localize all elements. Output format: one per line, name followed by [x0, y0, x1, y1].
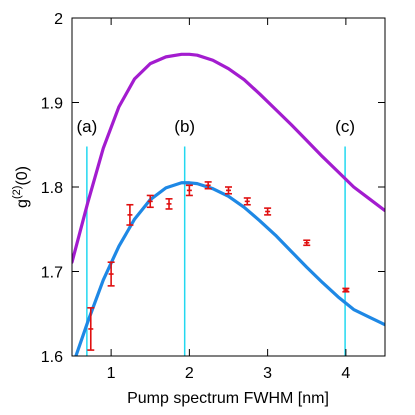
data-point: [342, 287, 350, 293]
data-point: [225, 186, 232, 195]
marker-labels: (a) (b) (c): [76, 117, 355, 136]
data-point: [204, 181, 212, 190]
data-point: [243, 197, 251, 206]
data-point: [185, 184, 193, 197]
data-point: [87, 307, 95, 351]
y-tick-label: 1.9: [41, 96, 63, 113]
series-layer: [72, 52, 385, 356]
vertical-markers: [86, 146, 346, 356]
axis-ticks: 1 2 3 4 1.6 1.7 1.8 1.9 2: [41, 11, 385, 382]
x-tick-label: 4: [341, 365, 350, 382]
vertical-marker-label: (c): [335, 117, 355, 136]
x-tick-label: 1: [107, 365, 116, 382]
y-axis-label-sup: (2): [11, 186, 23, 199]
data-point: [264, 207, 272, 216]
data-point: [126, 203, 134, 226]
y-tick-label: 1.7: [41, 265, 63, 282]
y-tick-label: 2: [54, 11, 63, 28]
data-point: [107, 261, 115, 287]
y-tick-label: 1.8: [41, 180, 63, 197]
vertical-marker-label: (a): [76, 117, 97, 136]
vertical-marker-label: (b): [174, 117, 195, 136]
data-point: [146, 194, 154, 209]
y-tick-label: 1.6: [41, 349, 63, 366]
x-axis-label: Pump spectrum FWHM [nm]: [127, 390, 329, 407]
y-axis-label-base: g: [14, 199, 31, 208]
data-point: [303, 239, 311, 247]
y-axis-label-tail: (0): [14, 166, 31, 186]
data-point: [165, 198, 173, 210]
y-axis-label: g(2)(0): [11, 166, 31, 208]
series-curve-0: [72, 52, 385, 264]
x-tick-label: 3: [263, 365, 272, 382]
series-curve-1: [74, 181, 385, 356]
data-points: [87, 181, 350, 351]
x-tick-label: 2: [185, 365, 194, 382]
